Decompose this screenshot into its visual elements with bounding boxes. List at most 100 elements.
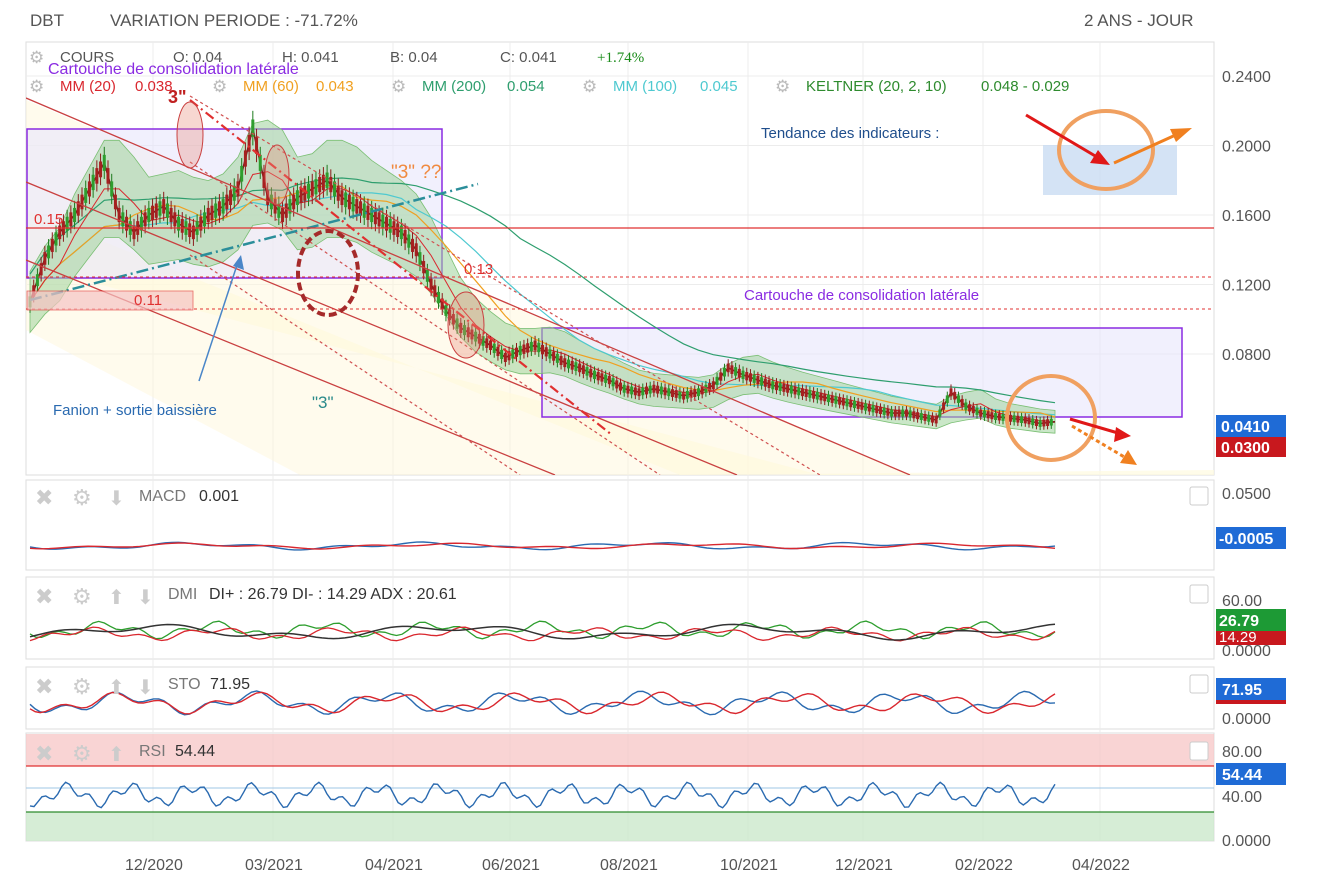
cartouche-bottom-label: Cartouche de consolidation latérale	[744, 287, 979, 304]
candle-body	[644, 386, 648, 395]
rsi-oversold-zone	[26, 812, 1214, 841]
channel-line-2	[26, 181, 738, 475]
candle-body	[648, 385, 652, 394]
candle-body	[87, 181, 91, 197]
sto-gear-icon[interactable]: ⚙	[72, 674, 92, 699]
candle-body	[960, 398, 964, 407]
fanion-arrow-head	[233, 255, 244, 270]
candle-body	[351, 196, 355, 212]
dmi-checkbox[interactable]	[1189, 584, 1209, 604]
channel-line-dotted-1	[189, 95, 821, 475]
candle-body	[344, 192, 348, 208]
x-tick-label: 10/2021	[720, 857, 778, 874]
mm100-value: 0.045	[700, 78, 738, 95]
candle-body	[804, 389, 808, 397]
candle-body	[399, 225, 403, 240]
candle-body	[359, 201, 363, 216]
dmi-up-icon[interactable]: ⬆	[108, 587, 125, 609]
candle-body	[1012, 415, 1016, 423]
candle-body	[385, 216, 389, 231]
candle-body	[871, 405, 875, 413]
candle-body	[901, 409, 905, 417]
dmi-gear-icon[interactable]: ⚙	[72, 584, 92, 609]
candle-body	[533, 340, 537, 351]
candle-body	[938, 409, 942, 417]
price-tick-label: 0.0800	[1222, 347, 1271, 364]
rsi-close-icon[interactable]: ✖	[35, 741, 53, 766]
ohlc-row: ⚙ COURS O: 0.04 H: 0.041 B: 0.04 C: 0.04…	[29, 48, 644, 67]
mm100-gear-icon[interactable]: ⚙	[582, 77, 597, 96]
dmi-down-icon[interactable]: ⬇	[137, 587, 154, 609]
candle-body	[35, 274, 39, 287]
candle-body	[782, 383, 786, 392]
rsi-checkbox[interactable]	[1189, 741, 1209, 761]
rsi-badge	[1216, 763, 1286, 785]
candle-body	[329, 176, 333, 193]
candle-body	[689, 390, 693, 398]
macd-close-icon[interactable]: ✖	[35, 485, 53, 510]
candle-body	[823, 393, 827, 402]
price-axis: 0.2400 0.2000 0.1600 0.1200 0.0800	[1222, 69, 1271, 364]
candle-body	[481, 336, 485, 346]
candle-body	[771, 381, 775, 390]
candle-body	[117, 207, 121, 223]
channel-line-dashdot	[189, 99, 613, 436]
macd-gear-icon[interactable]: ⚙	[72, 485, 92, 510]
candle-body	[611, 378, 615, 387]
candle-body	[708, 383, 712, 392]
candle-body	[1042, 419, 1046, 427]
rsi-gear-icon[interactable]: ⚙	[72, 741, 92, 766]
macd-badge-text: -0.0005	[1219, 531, 1273, 548]
candle-body	[600, 373, 604, 382]
candle-body	[726, 363, 730, 373]
rsi-up-icon[interactable]: ⬆	[108, 744, 125, 766]
mm20-gear-icon[interactable]: ⚙	[29, 77, 44, 96]
mm200-gear-icon[interactable]: ⚙	[391, 77, 406, 96]
open-value: O: 0.04	[173, 49, 222, 66]
candle-body	[336, 185, 340, 201]
low-badge	[1216, 437, 1286, 457]
candle-body	[890, 409, 894, 417]
candle-body	[819, 392, 823, 401]
candle-body	[767, 379, 771, 389]
candle-body	[292, 194, 296, 210]
price-badge	[1216, 415, 1286, 437]
period-text[interactable]: 2 ANS - JOUR	[1084, 11, 1194, 30]
sto-down-icon[interactable]: ⬇	[137, 677, 154, 699]
candle-body	[641, 387, 645, 396]
sto-close-icon[interactable]: ✖	[35, 674, 53, 699]
candle-body	[711, 381, 715, 390]
candle-body	[84, 188, 88, 203]
candle-body	[997, 413, 1001, 421]
candle-body	[886, 408, 890, 416]
candle-body	[942, 402, 946, 410]
candle-body	[968, 404, 972, 412]
candle-body	[626, 385, 630, 394]
macd-down-icon[interactable]: ⬇	[108, 488, 125, 510]
x-tick-label: 02/2022	[955, 857, 1013, 874]
candle-body	[147, 207, 151, 223]
candle-body	[812, 390, 816, 399]
candle-body	[548, 349, 552, 359]
keltner-gear-icon[interactable]: ⚙	[775, 77, 790, 96]
candle-body	[663, 387, 667, 396]
dmi-close-icon[interactable]: ✖	[35, 584, 53, 609]
level-015-label: 0.15	[34, 211, 63, 228]
candle-body	[637, 388, 641, 397]
candle-body	[949, 388, 953, 397]
candle-body	[734, 367, 738, 376]
candle-body	[741, 370, 745, 380]
candle-body	[314, 179, 318, 195]
sto-checkbox[interactable]	[1189, 674, 1209, 694]
candle-body	[414, 243, 418, 257]
candle-body	[477, 333, 481, 344]
gear-icon[interactable]: ⚙	[29, 48, 44, 67]
candle-body	[295, 190, 299, 206]
candle-body	[158, 201, 162, 216]
mm60-gear-icon[interactable]: ⚙	[212, 77, 227, 96]
sto-up-icon[interactable]: ⬆	[108, 677, 125, 699]
macd-checkbox[interactable]	[1189, 486, 1209, 506]
candle-body	[945, 395, 949, 403]
candle-body	[496, 346, 500, 357]
